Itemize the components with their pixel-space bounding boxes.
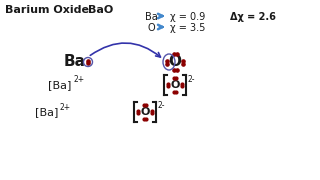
Text: χ = 3.5: χ = 3.5	[170, 23, 205, 33]
Text: 2-: 2-	[158, 102, 165, 111]
Text: BaO: BaO	[88, 5, 113, 15]
Text: 2-: 2-	[188, 75, 196, 84]
Text: O: O	[140, 107, 150, 117]
Text: O: O	[148, 23, 156, 33]
Text: O: O	[170, 80, 180, 90]
Text: Ba: Ba	[145, 12, 158, 22]
Text: [Ba]: [Ba]	[48, 80, 71, 90]
Text: [Ba]: [Ba]	[35, 107, 58, 117]
Text: Barium Oxide: Barium Oxide	[5, 5, 89, 15]
Text: O: O	[169, 55, 181, 69]
Text: Ba: Ba	[64, 55, 86, 69]
Text: χ = 0.9: χ = 0.9	[170, 12, 205, 22]
Text: Δχ = 2.6: Δχ = 2.6	[230, 12, 276, 22]
Text: 2+: 2+	[73, 75, 84, 84]
Text: 2+: 2+	[60, 102, 71, 111]
